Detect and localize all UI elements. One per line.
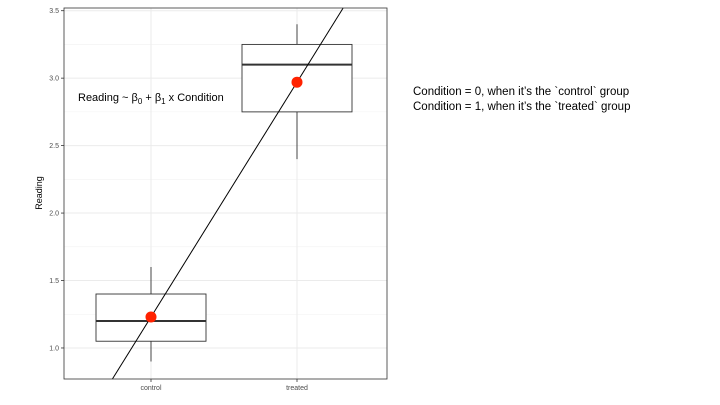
x-tick-label: treated — [286, 385, 308, 392]
note-treated: Condition = 1, when it’s the `treated` g… — [413, 101, 631, 113]
plot-panel-border — [63, 7, 388, 380]
y-tick-label: 2.0 — [49, 211, 59, 218]
y-tick-label: 2.5 — [49, 143, 59, 150]
formula-sub0: 0 — [138, 97, 143, 106]
means-layer — [145, 76, 303, 323]
y-tick-label: 1.0 — [49, 345, 59, 352]
y-tick-label: 3.5 — [49, 8, 59, 15]
model-formula: Reading ~ β0 + β1 x Condition — [78, 92, 224, 106]
mean-point-treated — [291, 76, 303, 88]
y-tick-label: 1.5 — [49, 278, 59, 285]
condition-notes: Condition = 0, when it’s the `control` g… — [413, 85, 630, 115]
y-tick-label: 3.0 — [49, 76, 59, 83]
note-control: Condition = 0, when it’s the `control` g… — [413, 86, 630, 98]
formula-suffix: x Condition — [166, 92, 224, 104]
formula-prefix: Reading ~ β — [78, 92, 138, 104]
x-tick-label: control — [140, 385, 161, 392]
mean-point-control — [145, 311, 157, 323]
y-axis-title: Reading — [34, 176, 44, 210]
formula-sub1: 1 — [161, 97, 166, 106]
formula-middle: + β — [142, 92, 161, 104]
y-axis: 1.0 1.5 2.0 2.5 3.0 3.5 — [49, 8, 64, 352]
x-axis: control treated — [140, 379, 308, 392]
